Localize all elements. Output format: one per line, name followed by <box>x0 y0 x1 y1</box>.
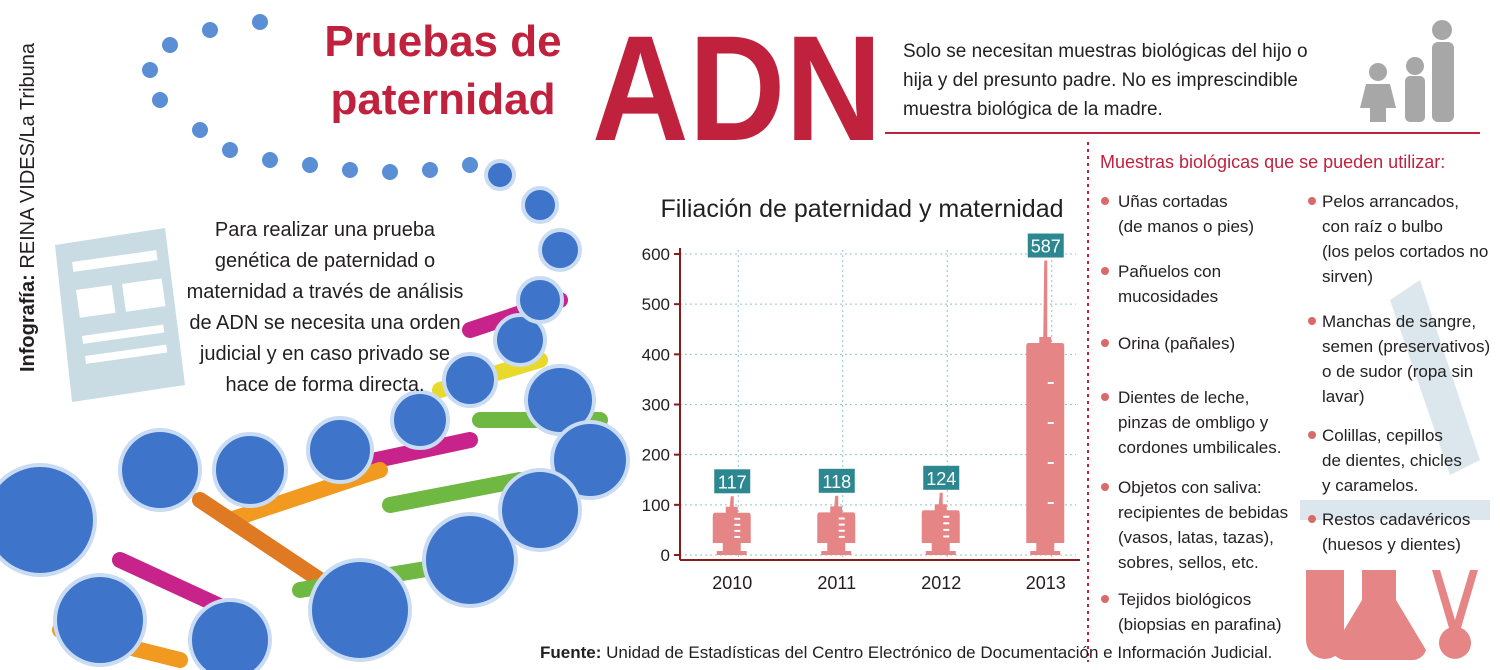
value-label: 124 <box>926 469 956 489</box>
sample-line: Pelos arrancados, <box>1322 192 1459 211</box>
lab-icons <box>1306 570 1478 661</box>
syringe <box>712 496 751 555</box>
microscope-icon <box>1300 280 1490 520</box>
value-label: 587 <box>1031 237 1061 257</box>
sample-line: (los pelos cortados no <box>1322 242 1488 261</box>
value-label: 118 <box>822 472 851 492</box>
description-line: hace de forma directa. <box>226 374 425 396</box>
credit-name: REINA VIDES/La Tribuna <box>17 42 39 269</box>
syringe <box>1026 260 1065 555</box>
y-tick-label: 100 <box>642 496 670 515</box>
sample-line: Colillas, cepillos <box>1322 426 1443 445</box>
bullet <box>1308 515 1316 523</box>
syringe <box>921 492 960 555</box>
source-text: Unidad de Estadísticas del Centro Electr… <box>606 643 1272 662</box>
samples-heading: Muestras biológicas que se pueden utiliz… <box>1100 152 1445 172</box>
intro-line: hija y del presunto padre. No es impresc… <box>903 70 1298 91</box>
description-line: maternidad a través de análisis <box>187 281 464 303</box>
title: paternidad <box>331 75 556 124</box>
y-tick-label: 300 <box>642 396 670 415</box>
sample-line: sobres, sellos, etc. <box>1118 553 1259 572</box>
description-line: Para realizar una prueba <box>215 219 436 241</box>
sample-line: Pañuelos con <box>1118 262 1221 281</box>
x-tick-label: 2011 <box>817 573 856 593</box>
sample-line: (de manos o pies) <box>1118 217 1254 236</box>
x-tick-label: 2013 <box>1026 573 1066 593</box>
sample-line: (biopsias en parafina) <box>1118 615 1281 634</box>
bullet <box>1308 317 1316 325</box>
chart-title: Filiación de paternidad y maternidad <box>660 195 1063 223</box>
acronym: ADN <box>592 4 882 172</box>
title: Pruebas de <box>324 17 561 66</box>
sample-line: lavar) <box>1322 387 1365 406</box>
sample-line: (vasos, latas, tazas), <box>1118 528 1274 547</box>
sample-line: sirven) <box>1322 267 1373 286</box>
y-tick-label: 200 <box>642 446 670 465</box>
source: Fuente: Unidad de Estadísticas del Centr… <box>540 643 1272 662</box>
value-label-box <box>923 465 960 490</box>
bullet <box>1101 595 1109 603</box>
sample-line: mucosidades <box>1118 287 1218 306</box>
document-icon <box>55 228 185 402</box>
value-label-box <box>1027 233 1064 258</box>
sample-line: (huesos y dientes) <box>1322 535 1461 554</box>
sample-line: Dientes de leche, <box>1118 388 1249 407</box>
sample-line: o de sudor (ropa sin <box>1322 362 1473 381</box>
sample-line: semen (preservativos) <box>1322 337 1490 356</box>
family-silhouette <box>1360 20 1454 122</box>
intro-line: muestra biológica de la madre. <box>903 99 1163 120</box>
y-tick-label: 500 <box>642 295 670 314</box>
bullet <box>1101 267 1109 275</box>
source-label: Fuente: <box>540 643 601 662</box>
bullet <box>1101 393 1109 401</box>
value-label: 117 <box>718 472 747 492</box>
y-tick-label: 0 <box>661 546 670 565</box>
bullet <box>1308 431 1316 439</box>
sample-line: Orina (pañales) <box>1118 334 1235 353</box>
bullet <box>1308 197 1316 205</box>
sample-line: de dientes, chicles <box>1322 451 1462 470</box>
sample-line: cordones umbilicales. <box>1118 438 1281 457</box>
sample-line: Tejidos biológicos <box>1118 590 1251 609</box>
y-tick-label: 400 <box>642 345 670 364</box>
x-tick-label: 2012 <box>921 573 961 593</box>
x-tick-label: 2010 <box>712 573 752 593</box>
description-line: de ADN se necesita una orden <box>189 312 460 334</box>
y-tick-label: 600 <box>642 245 670 264</box>
bullet <box>1101 483 1109 491</box>
sample-line: y caramelos. <box>1322 476 1418 495</box>
bullet <box>1101 339 1109 347</box>
syringe <box>817 495 856 555</box>
value-label-box <box>714 469 751 494</box>
chart: 0 100 200 300 400 500 600 2010 117 2011 118 2012 124… <box>642 233 1080 593</box>
sample-line: Uñas cortadas <box>1118 192 1228 211</box>
bullet <box>1101 197 1109 205</box>
credit-label: Infografía: <box>17 274 39 372</box>
sample-line: recipientes de bebidas <box>1118 503 1288 522</box>
description-line: genética de paternidad o <box>215 250 435 272</box>
sample-line: Objetos con saliva: <box>1118 478 1262 497</box>
description-line: judicial y en caso privado se <box>199 343 450 365</box>
sample-line: Manchas de sangre, <box>1322 312 1476 331</box>
sample-line: con raíz o bulbo <box>1322 217 1443 236</box>
sample-line: Restos cadavéricos <box>1322 510 1470 529</box>
credit: Infografía: REINA VIDES/La Tribuna <box>17 42 39 372</box>
value-label-box <box>818 468 855 493</box>
intro-line: Solo se necesitan muestras biológicas de… <box>903 41 1308 62</box>
dna-helix <box>0 14 630 670</box>
sample-line: pinzas de ombligo y <box>1118 413 1269 432</box>
